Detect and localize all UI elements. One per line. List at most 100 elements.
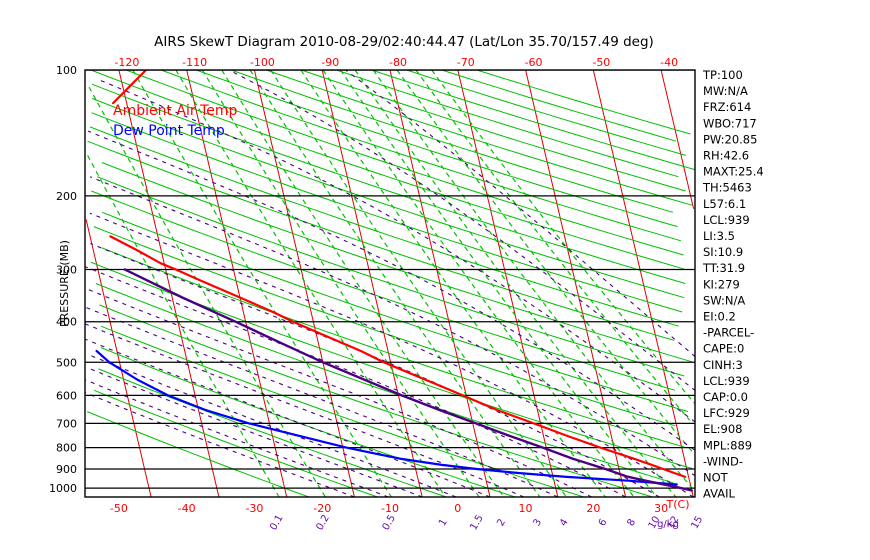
data-series-layer [95, 70, 693, 492]
dry-adiabat-line [371, 70, 695, 171]
dry-adiabat-line [87, 140, 675, 341]
dry-adiabat-line [95, 283, 674, 484]
stats-line: -PARCEL- [703, 326, 754, 340]
stats-panel: TP:100 MW:N/A FRZ:614 WBO:717 PW:20.85 RH:42.… [702, 68, 764, 501]
y-axis-title: PRESSURE (MB) [58, 240, 71, 327]
dry-adiabat-line [98, 368, 447, 497]
mixing-ratio-line [322, 70, 635, 497]
stats-line: SW:N/A [703, 293, 745, 307]
bottom-temp-tick-label: -50 [110, 502, 128, 515]
mixing-ratio-tick-label: 1 [437, 517, 450, 528]
mixing-ratio-line [175, 70, 447, 497]
top-temp-tick-label: -40 [660, 56, 678, 69]
stats-line: L57:6.1 [703, 197, 746, 211]
mixing-ratio-tick-label: 3 [531, 517, 544, 528]
pressure-tick-label: 700 [56, 417, 77, 430]
dry-adiabat-line [97, 176, 685, 377]
bottom-temp-tick-label: 0 [454, 502, 461, 515]
x-axis-title-mixing: g/kg [657, 519, 679, 530]
mixing-ratio-line [88, 86, 326, 497]
stats-line: SI:10.9 [703, 245, 743, 259]
moist-adiabat-line [228, 70, 695, 392]
x-axis-title-temp: T(C) [666, 498, 690, 511]
stats-line: EL:908 [703, 422, 743, 436]
dry-adiabat-line [266, 70, 693, 206]
dry-adiabat-line [101, 247, 685, 448]
pressure-tick-label: 400 [56, 316, 77, 329]
isotherm-line [253, 70, 355, 497]
pressure-tick-label: 1000 [49, 482, 77, 495]
legend-ambient-label: Ambient Air Temp [113, 103, 238, 119]
pressure-tick-label: 300 [56, 264, 77, 277]
stats-line: LFC:929 [703, 406, 750, 420]
stats-line: MW:N/A [703, 84, 748, 98]
mixing-ratio-line [431, 70, 695, 404]
moist-adiabat-line [86, 367, 423, 497]
isotherm-line [85, 219, 152, 497]
isotherm-line [592, 70, 694, 497]
stats-line: TP:100 [702, 68, 743, 82]
stats-line: LI:3.5 [703, 229, 735, 243]
stats-line: EI:0.2 [703, 310, 736, 324]
pressure-tick-label: 900 [56, 463, 77, 476]
bottom-temp-tick-label: -20 [313, 502, 331, 515]
dry-adiabat-line [336, 70, 679, 178]
moist-adiabat-line [86, 307, 559, 497]
stats-line: -WIND- [703, 454, 743, 468]
stats-line: NOT [703, 471, 729, 485]
plot-frame [84, 69, 696, 498]
dry-adiabat-line [87, 411, 310, 497]
mixing-ratio-tick-label: 6 [597, 517, 610, 528]
stats-line: TT:31.9 [702, 261, 745, 275]
mixing-ratio-line [372, 70, 693, 489]
mixing-ratio-line [300, 70, 606, 497]
dry-adiabat-line [160, 70, 682, 242]
pressure-tick-label: 600 [56, 389, 77, 402]
legend-dewpoint-label: Dew Point Temp [113, 123, 225, 139]
isotherm-line [321, 70, 423, 497]
top-temp-tick-label: -50 [592, 56, 610, 69]
mixing-ratio-line [201, 70, 480, 497]
mixing-ratio-line [415, 70, 690, 421]
mixing-ratio-line [340, 70, 658, 497]
moist-adiabat-line [90, 242, 660, 497]
pressure-tick-label: 500 [56, 356, 77, 369]
pressure-tick-label: 100 [56, 64, 77, 77]
dry-adiabat-line [90, 70, 686, 270]
isotherm-line [660, 70, 695, 209]
stats-line: WBO:717 [703, 116, 757, 130]
stats-line: CINH:3 [703, 358, 743, 372]
stats-line: TH:5463 [702, 181, 752, 195]
dry-adiabat-line [92, 98, 685, 299]
bottom-temp-tick-label: -10 [381, 502, 399, 515]
isotherm-line [118, 70, 220, 497]
mixing-ratio-line [249, 70, 541, 497]
dry-adiabat-line [91, 112, 683, 313]
top-temp-tick-label: -90 [321, 56, 339, 69]
stats-line: MPL:889 [703, 438, 752, 452]
dry-adiabat-line [196, 70, 678, 228]
dry-adiabat-line [91, 83, 686, 284]
dry-adiabat-line [231, 70, 674, 213]
mixing-ratio-line [87, 155, 280, 497]
stats-line: KI:279 [703, 277, 740, 291]
dry-adiabat-line [89, 126, 679, 327]
isobar-lines [85, 70, 695, 489]
dry-adiabat-line [102, 211, 689, 413]
dry-adiabat-line [476, 70, 691, 135]
stats-line: LCL:939 [703, 213, 750, 227]
series-parcel [123, 268, 693, 492]
top-temp-tick-label: -110 [182, 56, 207, 69]
series-dew-point-temp [95, 349, 678, 486]
moist-adiabat-line [85, 338, 491, 497]
stats-line: CAPE:0 [703, 342, 744, 356]
moist-adiabat-line [89, 212, 694, 497]
pressure-tick-label: 800 [56, 442, 77, 455]
bottom-temp-tick-label: 30 [654, 502, 668, 515]
mixing-ratio-tick-label: 8 [625, 517, 638, 528]
bottom-temp-tick-label: 10 [519, 502, 533, 515]
isotherm-line [525, 70, 627, 497]
mixing-ratio-tick-label: 2 [495, 517, 508, 528]
